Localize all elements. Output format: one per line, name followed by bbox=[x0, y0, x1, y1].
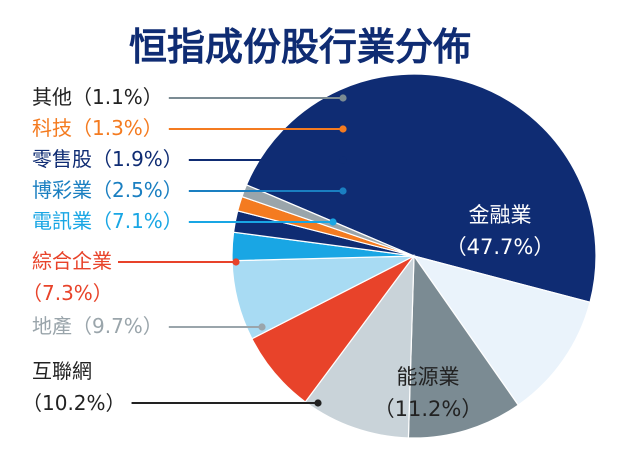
slice-value-2: （10.2%） bbox=[22, 391, 126, 415]
slice-labels: 金融業 （47.7%） 能源業 （11.2%） 互聯網 （10.2%） 地產（9.7%） 綜合… bbox=[22, 85, 554, 421]
chart-title: 恒指成份股行業分佈 bbox=[129, 25, 471, 69]
slice-value-0: （47.7%） bbox=[446, 235, 555, 259]
slice-label-2: 互聯網 bbox=[32, 359, 92, 383]
leader-dot-7 bbox=[339, 156, 347, 164]
slice-value-1: （11.2%） bbox=[374, 397, 483, 421]
slice-label-8: 科技（1.3%） bbox=[32, 116, 163, 140]
pie-slices bbox=[231, 73, 597, 439]
leader-dot-8 bbox=[339, 125, 347, 133]
slice-label-5: 電訊業（7.1%） bbox=[32, 209, 183, 233]
leader-dot-5 bbox=[329, 218, 337, 226]
leader-lines bbox=[118, 94, 347, 407]
pie-slice-2 bbox=[407, 254, 520, 439]
slice-label-1: 能源業 bbox=[397, 365, 460, 389]
slice-label-0: 金融業 bbox=[469, 203, 532, 227]
leader-dot-4 bbox=[232, 258, 240, 266]
pie-slice-0 bbox=[245, 73, 597, 303]
slice-label-3: 地產（9.7%） bbox=[32, 314, 163, 338]
slice-label-4: 綜合企業 bbox=[32, 249, 112, 273]
slice-label-9: 其他（1.1%） bbox=[32, 85, 163, 109]
pie-slice-3 bbox=[304, 254, 415, 439]
leader-dot-2 bbox=[314, 399, 322, 407]
leader-dot-9 bbox=[339, 94, 347, 102]
pie-slice-1 bbox=[412, 255, 591, 406]
leader-dot-6 bbox=[339, 187, 347, 195]
slice-label-6: 博彩業（2.5%） bbox=[32, 178, 183, 202]
leader-dot-3 bbox=[258, 323, 266, 331]
slice-label-7: 零售股（1.9%） bbox=[32, 147, 183, 171]
slice-value-4: （7.3%） bbox=[22, 281, 113, 305]
